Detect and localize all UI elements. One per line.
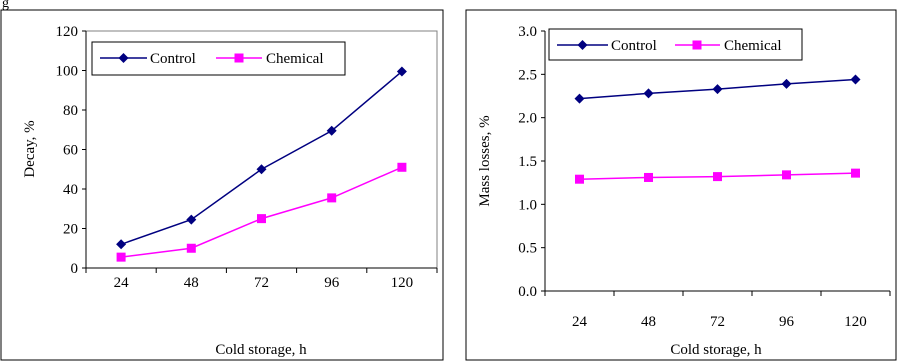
data-point-chemical	[782, 170, 791, 180]
cropped-caption-fragment: g	[2, 0, 9, 11]
data-point-control	[396, 66, 407, 77]
data-point-control	[850, 74, 861, 85]
mass-losses-y-axis: 0.0 0.5 1.0 1.5 2.0 2.5 3.0	[518, 24, 546, 300]
decay-legend: Control Chemical	[91, 41, 346, 76]
y-tick-label: 80	[63, 103, 78, 119]
data-point-chemical	[644, 172, 653, 182]
mass-losses-x-axis: 24 48 72 96 120	[544, 290, 891, 330]
y-tick-label: 60	[63, 143, 78, 159]
mass-losses-chart: 0.0 0.5 1.0 1.5 2.0 2.5 3.0 24 48 72 96 120 Mass l…	[465, 9, 897, 361]
legend-marker-chemical	[234, 53, 244, 63]
x-tick-label: 120	[844, 314, 867, 330]
data-point-control	[643, 88, 654, 99]
decay-series	[116, 66, 407, 262]
legend-marker-control	[577, 40, 588, 50]
data-point-chemical	[397, 162, 407, 172]
data-point-chemical	[327, 193, 337, 203]
decay-y-axis-label: Decay, %	[22, 120, 38, 177]
mass-losses-series	[574, 74, 861, 184]
legend-label-chemical: Chemical	[266, 51, 323, 67]
y-tick-label: 20	[63, 222, 78, 238]
mass-losses-chart-frame	[465, 9, 897, 361]
x-tick-label: 96	[324, 275, 340, 291]
y-tick-label: 1.0	[518, 197, 537, 213]
data-point-control	[574, 93, 585, 104]
data-point-chemical	[116, 252, 126, 262]
mass-losses-x-axis-label: Cold storage, h	[670, 342, 762, 358]
x-tick-label: 120	[391, 275, 414, 291]
data-point-control	[712, 84, 723, 95]
y-tick-label: 0.0	[518, 284, 537, 300]
y-tick-label: 100	[56, 64, 79, 80]
x-tick-label: 72	[254, 275, 269, 291]
data-point-chemical	[257, 214, 266, 224]
y-tick-label: 120	[56, 24, 79, 40]
decay-chart: 0 20 40 60 80 100 120 24 48 72 96 120 Decay, % Col…	[0, 9, 444, 361]
data-point-control	[116, 239, 127, 250]
data-point-chemical	[851, 168, 860, 178]
decay-x-axis-label: Cold storage, h	[215, 342, 307, 358]
data-point-control	[326, 125, 337, 136]
y-tick-label: 2.5	[518, 67, 537, 83]
data-point-control	[781, 78, 792, 89]
decay-x-axis: 24 48 72 96 120	[85, 267, 438, 291]
x-tick-label: 48	[184, 275, 199, 291]
legend-label-chemical: Chemical	[724, 38, 781, 54]
y-tick-label: 3.0	[518, 24, 537, 40]
x-tick-label: 48	[641, 314, 656, 330]
legend-label-control: Control	[611, 38, 657, 54]
legend-marker-control	[118, 53, 129, 63]
mass-losses-y-axis-label: Mass losses, %	[477, 115, 493, 206]
decay-y-axis: 0 20 40 60 80 100 120	[56, 24, 87, 277]
y-tick-label: 0	[71, 261, 79, 277]
x-tick-label: 72	[710, 314, 725, 330]
legend-marker-chemical	[692, 40, 702, 50]
y-tick-label: 2.0	[518, 111, 537, 127]
y-tick-label: 40	[63, 182, 78, 198]
mass-losses-legend: Control Chemical	[548, 28, 803, 61]
data-point-chemical	[575, 174, 584, 184]
x-tick-label: 24	[572, 314, 588, 330]
data-point-control	[186, 214, 197, 225]
legend-label-control: Control	[150, 51, 196, 67]
x-tick-label: 96	[779, 314, 795, 330]
y-tick-label: 1.5	[518, 154, 537, 170]
data-point-chemical	[713, 172, 722, 182]
y-tick-label: 0.5	[518, 241, 537, 257]
x-tick-label: 24	[114, 275, 130, 291]
data-point-control	[256, 164, 267, 175]
data-point-chemical	[186, 243, 196, 253]
